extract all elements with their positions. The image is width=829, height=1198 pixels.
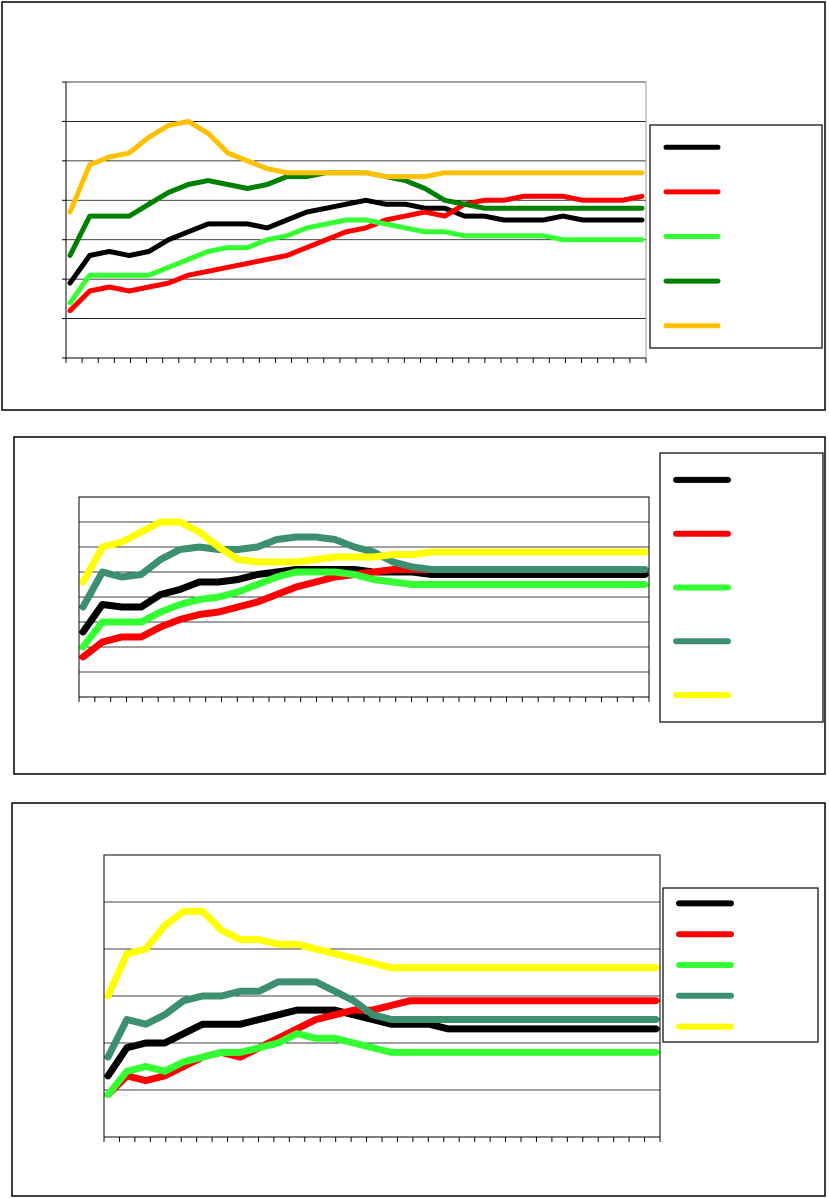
series-line-3: [79, 568, 649, 651]
gridlines: [66, 81, 646, 319]
series-line-5: [104, 907, 660, 1000]
x-ticks: [78, 697, 650, 702]
legend-box: [662, 887, 819, 1043]
series-line-3: [104, 1030, 660, 1099]
series-line-1: [67, 197, 645, 286]
chart-1: [1, 1, 826, 411]
series-line-5: [67, 118, 645, 215]
series-line-4: [79, 533, 649, 611]
x-ticks: [65, 358, 647, 363]
series-line-2: [67, 193, 645, 314]
x-ticks: [103, 1137, 661, 1142]
chart-2: [13, 436, 826, 775]
legend: [659, 452, 824, 723]
series-line-1: [104, 1006, 660, 1080]
chart-3: [11, 802, 826, 1197]
legend: [662, 887, 819, 1043]
series-line-3: [67, 217, 645, 306]
series-line-5: [79, 518, 649, 586]
series-line-4: [104, 978, 660, 1061]
legend: [649, 124, 823, 349]
